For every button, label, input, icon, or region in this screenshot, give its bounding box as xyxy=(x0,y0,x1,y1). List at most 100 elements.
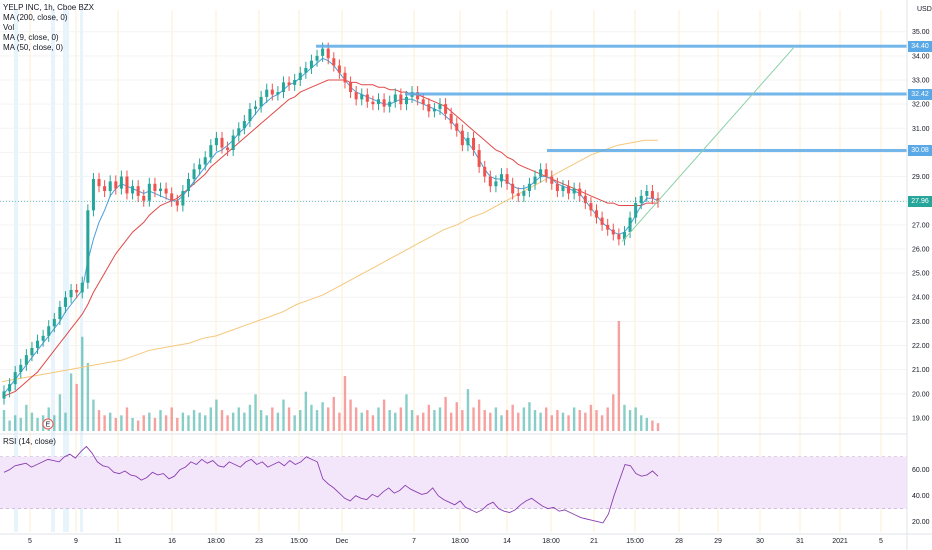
candle[interactable] xyxy=(86,204,90,289)
candle[interactable] xyxy=(544,163,548,183)
candle[interactable] xyxy=(527,177,531,198)
candle[interactable] xyxy=(555,177,559,198)
candle[interactable] xyxy=(639,189,643,210)
candle[interactable] xyxy=(108,175,112,198)
candle[interactable] xyxy=(516,187,520,202)
candle[interactable] xyxy=(499,168,504,188)
candle[interactable] xyxy=(343,66,347,89)
rsi-legend[interactable]: RSI (14, close) xyxy=(3,437,56,446)
candle[interactable] xyxy=(600,211,604,231)
candle[interactable] xyxy=(376,93,381,111)
candle[interactable] xyxy=(561,180,565,198)
earnings-marker[interactable]: E xyxy=(42,418,54,430)
candle[interactable] xyxy=(438,98,442,115)
candle[interactable] xyxy=(332,52,336,72)
candle[interactable] xyxy=(578,182,582,202)
legend-ma200[interactable]: MA (200, close, 0) xyxy=(3,13,68,22)
candle[interactable] xyxy=(298,66,302,87)
candle[interactable] xyxy=(125,170,129,200)
candle[interactable] xyxy=(371,95,375,111)
candle[interactable] xyxy=(41,329,45,347)
candle[interactable] xyxy=(259,90,263,113)
candle[interactable] xyxy=(242,115,246,135)
candle[interactable] xyxy=(287,76,291,91)
level-line[interactable] xyxy=(316,44,907,48)
candle[interactable] xyxy=(611,223,615,241)
candle[interactable] xyxy=(198,158,202,176)
candle[interactable] xyxy=(63,291,68,313)
candle[interactable] xyxy=(309,54,313,74)
candle[interactable] xyxy=(97,172,101,193)
candle[interactable] xyxy=(24,349,28,371)
candle[interactable] xyxy=(254,100,258,115)
candle[interactable] xyxy=(237,122,241,142)
candle[interactable] xyxy=(315,49,319,67)
candle[interactable] xyxy=(293,73,297,91)
candle[interactable] xyxy=(91,172,95,217)
candle[interactable] xyxy=(75,283,79,299)
legend-ma50[interactable]: MA (50, close, 0) xyxy=(3,43,64,52)
candle[interactable] xyxy=(488,170,492,193)
candle[interactable] xyxy=(393,88,397,108)
candle[interactable] xyxy=(567,180,571,200)
rsi-line[interactable] xyxy=(3,445,659,524)
candle[interactable] xyxy=(617,228,621,246)
candle[interactable] xyxy=(656,192,660,208)
candle[interactable] xyxy=(270,83,274,101)
candle[interactable] xyxy=(354,86,358,106)
candle[interactable] xyxy=(47,320,51,342)
candle[interactable] xyxy=(214,131,218,152)
candle[interactable] xyxy=(153,177,157,198)
candle[interactable] xyxy=(175,194,179,212)
candle[interactable] xyxy=(522,185,526,202)
candle[interactable] xyxy=(13,366,17,391)
candle[interactable] xyxy=(466,131,470,152)
candle[interactable] xyxy=(455,117,459,137)
candle[interactable] xyxy=(19,358,23,379)
candle[interactable] xyxy=(472,131,476,157)
candle[interactable] xyxy=(158,182,163,198)
candle[interactable] xyxy=(427,98,431,118)
candle[interactable] xyxy=(505,168,509,190)
candle[interactable] xyxy=(399,88,403,111)
candle[interactable] xyxy=(572,182,576,200)
candle[interactable] xyxy=(382,93,386,113)
candle[interactable] xyxy=(220,131,224,154)
candle[interactable] xyxy=(131,180,135,200)
candle[interactable] xyxy=(304,61,308,79)
ma9-series[interactable] xyxy=(3,57,659,395)
candle[interactable] xyxy=(432,102,436,118)
candle[interactable] xyxy=(416,86,420,106)
candle[interactable] xyxy=(142,189,146,207)
candle[interactable] xyxy=(30,341,34,362)
candle[interactable] xyxy=(186,172,190,198)
level-line[interactable] xyxy=(405,92,907,96)
candle[interactable] xyxy=(589,197,593,217)
legend-vol[interactable]: Vol xyxy=(3,23,15,32)
candle[interactable] xyxy=(539,163,543,183)
candle[interactable] xyxy=(231,129,235,157)
candle[interactable] xyxy=(8,378,12,398)
candle[interactable] xyxy=(483,160,487,183)
candle[interactable] xyxy=(203,151,207,171)
candle[interactable] xyxy=(628,211,632,239)
candle[interactable] xyxy=(136,180,140,202)
level-line[interactable] xyxy=(547,148,907,152)
candle[interactable] xyxy=(533,170,537,190)
candle[interactable] xyxy=(650,185,654,205)
candle[interactable] xyxy=(170,187,174,207)
candle[interactable] xyxy=(114,175,118,195)
candle[interactable] xyxy=(36,334,40,354)
candle[interactable] xyxy=(550,170,554,190)
candle[interactable] xyxy=(645,185,649,202)
candle[interactable] xyxy=(622,226,626,246)
candle[interactable] xyxy=(164,182,168,200)
candle[interactable] xyxy=(248,102,252,128)
candle[interactable] xyxy=(52,312,56,333)
candle[interactable] xyxy=(477,143,481,173)
candle[interactable] xyxy=(192,163,196,185)
candle[interactable] xyxy=(337,59,341,79)
candle[interactable] xyxy=(449,107,453,130)
candle[interactable] xyxy=(460,124,464,152)
